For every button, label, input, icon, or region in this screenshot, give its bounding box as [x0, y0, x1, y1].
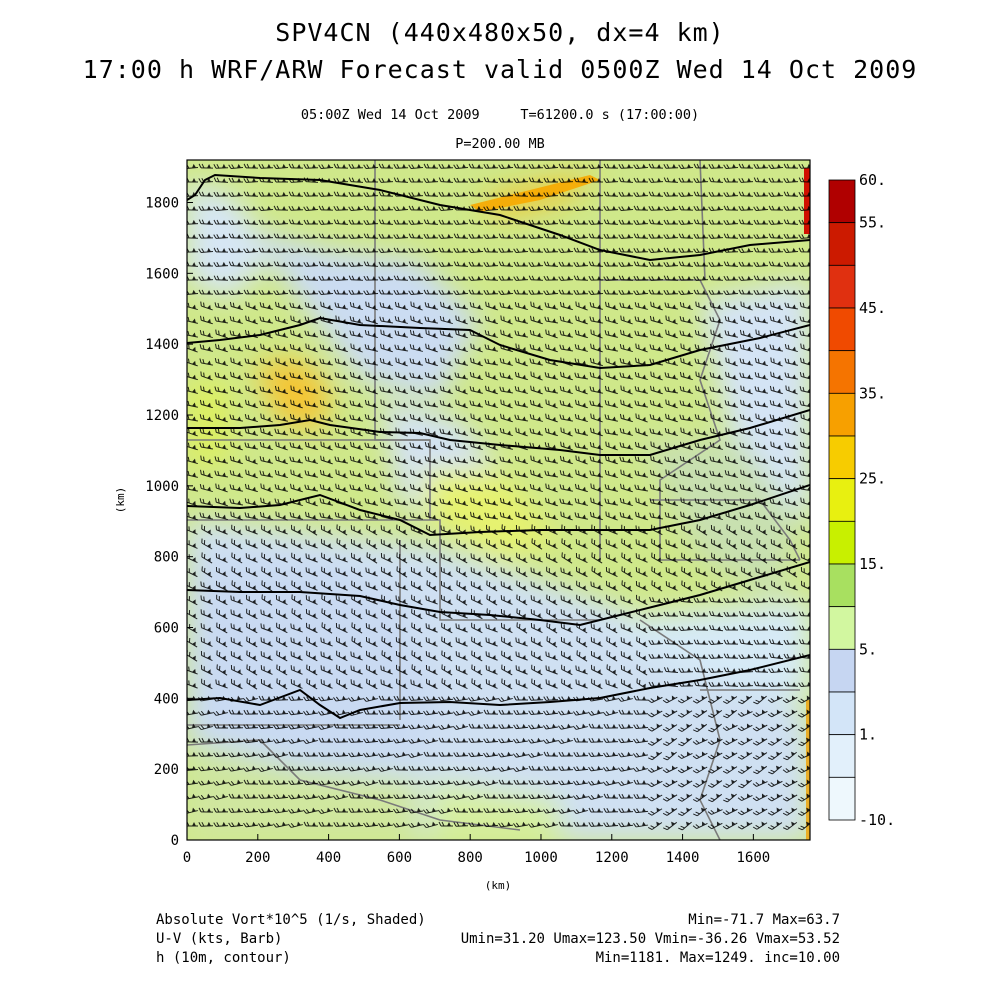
y-tick-label: 400 — [154, 691, 179, 707]
x-tick-label: 1400 — [666, 850, 700, 866]
y-tick-label: 1000 — [145, 479, 179, 495]
contour-line — [187, 484, 810, 537]
y-axis-label: (km) — [114, 487, 127, 514]
colorbar-swatch — [828, 606, 856, 650]
y-tick-label: 800 — [154, 550, 179, 566]
colorbar-swatch — [828, 734, 856, 778]
x-tick-label: 1000 — [524, 850, 558, 866]
height-contours — [187, 173, 810, 720]
contour-line — [187, 316, 810, 370]
plot-frame — [186, 159, 811, 841]
x-tick-label: 600 — [387, 850, 412, 866]
colorbar-swatch — [828, 179, 856, 224]
colorbar-label: 15. — [859, 555, 886, 573]
y-tick-label: 1600 — [145, 266, 179, 282]
colorbar-swatch — [828, 648, 856, 693]
simulation-time: T=61200.0 s (17:00:00) — [520, 107, 700, 123]
colorbar-swatch — [828, 222, 856, 266]
colorbar-swatch — [828, 520, 856, 565]
footer-stats-height: Min=1181. Max=1249. inc=10.00 — [595, 950, 840, 966]
colorbar-label: 45. — [859, 299, 886, 317]
colorbar-label: 5. — [859, 640, 877, 658]
colorbar-swatch — [828, 264, 856, 309]
contour-line — [187, 654, 810, 720]
x-tick-label: 400 — [316, 850, 341, 866]
colorbar-swatch — [828, 776, 856, 821]
y-tick-label: 1800 — [145, 196, 179, 212]
y-axis: 0 200 400 600 800 1000 1200 1400 1600 1800 — [145, 196, 193, 849]
map-title: SPV4CN (440x480x50, dx=4 km) — [275, 18, 725, 47]
colorbar-swatch — [828, 307, 856, 352]
colorbar-swatch — [828, 563, 856, 608]
colorbar-swatch — [828, 691, 856, 736]
footer-stats-vorticity: Min=-71.7 Max=63.7 — [688, 912, 840, 928]
contour-line — [187, 561, 810, 627]
colorbar-label: 35. — [859, 384, 886, 402]
colorbar-swatch — [828, 435, 856, 480]
x-tick-label: 1600 — [737, 850, 771, 866]
forecast-subtitle: 17:00 h WRF/ARW Forecast valid 0500Z Wed… — [82, 55, 918, 84]
y-tick-label: 0 — [171, 833, 179, 849]
x-tick-label: 200 — [245, 850, 270, 866]
colorbar-label: 25. — [859, 470, 886, 488]
x-axis: 0 200 400 600 800 1000 1200 1400 1600 — [183, 834, 770, 866]
time-info: 05:00Z Wed 14 Oct 2009 T=61200.0 s (17:0… — [0, 107, 1000, 123]
x-tick-label: 1200 — [595, 850, 629, 866]
footer-field-wind: U-V (kts, Barb) — [156, 931, 283, 947]
colorbar — [828, 179, 856, 821]
colorbar-label: 55. — [859, 214, 886, 232]
footer-field-height: h (10m, contour) — [156, 950, 291, 966]
pressure-level: P=200.00 MB — [455, 136, 545, 152]
footer-field-vorticity: Absolute Vort*10^5 (1/s, Shaded) — [156, 912, 426, 928]
x-axis-label: (km) — [485, 879, 512, 892]
colorbar-label: 1. — [859, 726, 877, 744]
colorbar-label: -10. — [859, 811, 895, 829]
colorbar-labels: 60. 55. 45. 35. 25. 15. 5. 1. -10. — [859, 171, 895, 829]
contour-line — [187, 173, 810, 262]
y-tick-label: 600 — [154, 621, 179, 637]
colorbar-label: 60. — [859, 171, 886, 189]
contour-line — [187, 409, 810, 456]
colorbar-swatch — [828, 478, 856, 522]
x-tick-label: 0 — [183, 850, 191, 866]
y-tick-label: 200 — [154, 762, 179, 778]
colorbar-swatch — [828, 350, 856, 394]
x-tick-label: 800 — [458, 850, 483, 866]
colorbar-swatch — [828, 392, 856, 437]
footer-stats-wind: Umin=31.20 Umax=123.50 Vmin=-36.26 Vmax=… — [460, 931, 840, 947]
y-tick-label: 1200 — [145, 408, 179, 424]
y-tick-label: 1400 — [145, 337, 179, 353]
valid-time: 05:00Z Wed 14 Oct 2009 — [300, 107, 480, 123]
